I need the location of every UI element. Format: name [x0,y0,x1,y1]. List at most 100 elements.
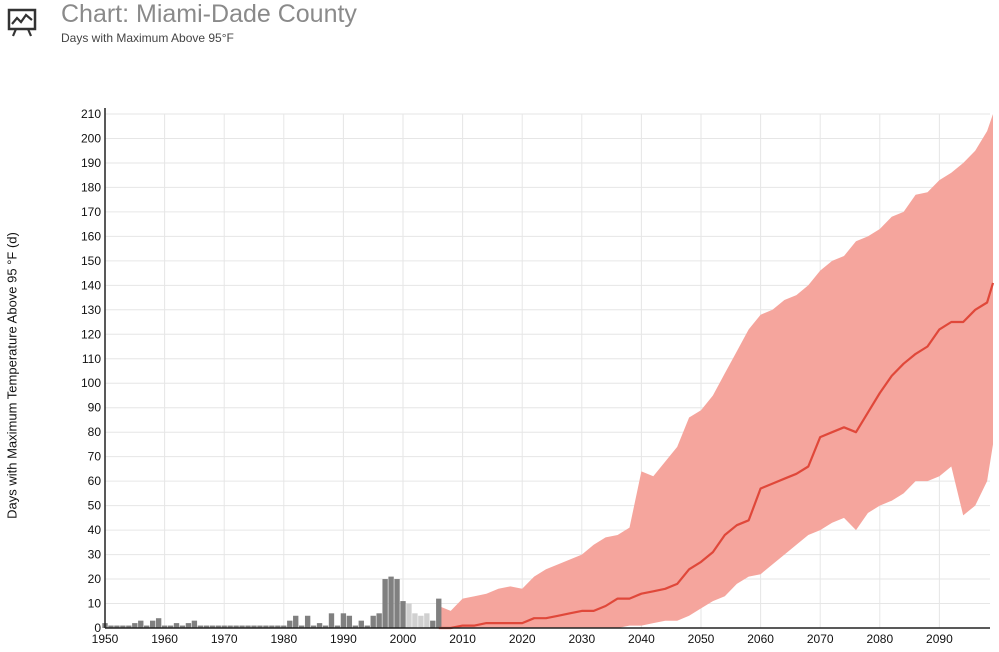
observed-bar-light [412,613,418,628]
y-tick-label: 120 [81,327,101,341]
observed-bar [150,620,156,628]
x-tick-label: 1980 [270,632,297,646]
observed-bar [388,576,394,628]
observed-bar [245,625,251,628]
observed-bar [281,625,287,628]
observed-bar [227,625,233,628]
observed-bar [138,620,144,628]
observed-bar-light [418,615,424,628]
observed-bar [334,625,341,628]
observed-bar [293,615,299,628]
y-tick-label: 20 [88,572,102,586]
x-tick-label: 1960 [151,632,178,646]
y-tick-label: 140 [81,278,101,292]
x-tick-label: 2020 [509,632,536,646]
observed-bar [179,625,186,628]
y-tick-label: 70 [88,450,102,464]
observed-bar [322,625,329,628]
observed-bar [191,620,198,628]
observed-bar [430,620,436,628]
chart-presentation-icon [7,8,37,37]
observed-bar [197,625,204,628]
observed-bar [108,625,114,628]
observed-bar [299,625,305,628]
observed-bar [328,613,335,628]
x-tick-label: 2040 [628,632,655,646]
y-tick-label: 170 [81,205,101,219]
y-tick-label: 100 [81,376,101,390]
observed-bar [304,615,311,628]
observed-bar-light [424,613,430,628]
y-tick-label: 50 [88,499,102,513]
observed-bar [269,625,275,628]
x-tick-label: 2010 [449,632,476,646]
observed-bar [400,601,406,628]
observed-bar [382,579,388,628]
x-tick-label: 2070 [807,632,834,646]
x-tick-label: 1990 [330,632,357,646]
observed-bar [239,625,245,628]
observed-bar [263,625,269,628]
y-tick-label: 180 [81,180,101,194]
y-tick-label: 30 [88,548,102,562]
y-tick-label: 40 [88,523,102,537]
y-tick-label: 130 [81,303,101,317]
observed-bar [215,625,221,628]
observed-bar [221,625,227,628]
observed-bar [370,615,376,628]
x-tick-label: 2060 [747,632,774,646]
y-tick-label: 160 [81,229,101,243]
y-tick-label: 150 [81,254,101,268]
observed-bar [185,623,192,628]
observed-bar [316,623,323,628]
observed-bar [310,625,317,628]
observed-bar [203,625,209,628]
observed-bar [257,625,263,628]
observed-bar [352,625,358,628]
observed-bar [376,613,382,628]
observed-bar [346,615,353,628]
observed-bar [155,618,162,628]
x-tick-label: 1950 [92,632,119,646]
observed-bar [275,625,281,628]
projection-median-line [438,282,995,630]
observed-bar [167,625,174,628]
observed-bar [233,625,239,628]
observed-bar [161,625,168,628]
observed-bar [340,613,347,628]
chart-header: Chart: Miami-Dade County Days with Maxim… [0,0,999,50]
y-tick-label: 10 [88,597,102,611]
observed-bar [144,625,150,628]
observed-bar-light [406,603,412,628]
observed-bar [173,623,180,628]
x-tick-label: 2030 [568,632,595,646]
x-tick-label: 2050 [688,632,715,646]
y-tick-label: 0 [94,621,101,635]
observed-bar [358,620,364,628]
observed-bar [126,625,132,628]
observed-bar [251,625,257,628]
y-tick-label: 110 [82,352,101,366]
x-tick-label: 2000 [390,632,417,646]
observed-bar [132,623,138,628]
x-tick-label: 2080 [866,632,893,646]
y-tick-label: 190 [81,156,101,170]
projection-range-band [438,114,993,628]
observed-bar [364,625,370,628]
observed-bar [394,579,400,628]
observed-bar [114,625,120,628]
y-tick-label: 80 [88,425,102,439]
x-tick-label: 1970 [211,632,238,646]
y-tick-label: 90 [88,401,102,415]
observed-bar [120,625,126,628]
observed-bar [287,620,293,628]
y-tick-label: 200 [81,131,101,145]
chart-subtitle: Days with Maximum Above 95°F [61,31,234,45]
observed-bar [209,625,215,628]
x-tick-label: 2090 [926,632,953,646]
y-tick-label: 210 [81,107,101,121]
chart-title: Chart: Miami-Dade County [61,0,357,28]
y-tick-label: 60 [88,474,102,488]
observed-bar [436,598,442,628]
